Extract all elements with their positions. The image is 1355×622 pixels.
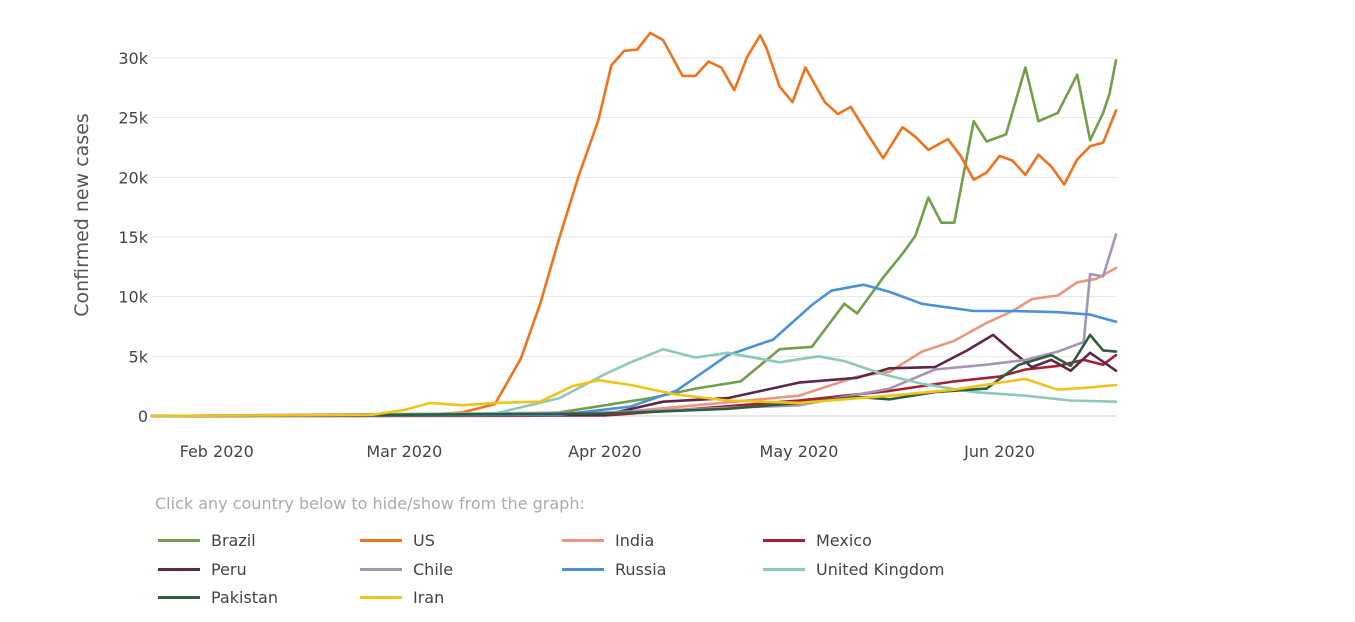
x-tick-label: Apr 2020 [568,442,641,461]
legend-item-chile[interactable]: Chile [360,558,453,580]
legend-label: Peru [211,559,247,579]
legend-item-iran[interactable]: Iran [360,586,444,608]
legend-label: Brazil [211,530,256,550]
y-tick-label: 5k [129,347,149,366]
x-tick-label: Mar 2020 [366,442,442,461]
y-tick-label: 10k [118,288,148,307]
legend-item-mexico[interactable]: Mexico [763,529,872,551]
series-line-us [150,31,1118,418]
legend-label: US [413,530,435,550]
legend-item-russia[interactable]: Russia [562,558,666,580]
legend-hint: Click any country below to hide/show fro… [155,494,585,513]
y-tick-label: 15k [118,228,148,247]
series-line-india [150,266,1118,418]
x-tick-label: Jun 2020 [963,442,1035,461]
series-line-peru [150,333,1118,418]
legend-swatch [158,567,200,571]
legend-label: India [615,530,655,550]
legend-swatch [562,538,604,542]
legend-item-brazil[interactable]: Brazil [158,529,256,551]
series-line-iran [150,377,1118,418]
legend-item-united-kingdom[interactable]: United Kingdom [763,558,944,580]
legend-swatch [763,538,805,542]
legend-swatch [158,595,200,599]
legend-swatch [360,567,402,571]
legend-item-india[interactable]: India [562,529,654,551]
x-axis-ticks: Feb 2020 Mar 2020 Apr 2020 May 2020 Jun 2020 [180,442,1035,461]
y-tick-label: 30k [118,49,148,68]
series-lines [150,31,1118,418]
legend-swatch [360,595,402,599]
x-tick-label: May 2020 [760,442,839,461]
series-line-brazil [150,59,1118,418]
legend-label: Iran [413,587,445,607]
legend-swatch [562,567,604,571]
series-line-pakistan [150,333,1118,418]
y-tick-label: 20k [118,168,148,187]
legend-swatch [763,567,805,571]
gridlines [152,57,1116,417]
legend-item-us[interactable]: US [360,529,435,551]
y-axis-title: Confirmed new cases [71,113,93,317]
legend-item-peru[interactable]: Peru [158,558,247,580]
legend-swatch [360,538,402,542]
x-tick-label: Feb 2020 [180,442,254,461]
legend-label: Chile [413,559,454,579]
legend-label: Russia [615,559,667,579]
y-tick-label: 0 [138,407,148,426]
legend-label: Pakistan [211,587,278,607]
legend-item-pakistan[interactable]: Pakistan [158,586,278,608]
legend-swatch [158,538,200,542]
y-tick-label: 25k [118,109,148,128]
legend-label: United Kingdom [816,559,945,579]
y-axis-ticks: 0 5k 10k 15k 20k 25k 30k [118,49,148,426]
line-chart: 0 5k 10k 15k 20k 25k 30k Feb 2020 Mar 2020 Apr 2… [71,31,1118,461]
legend-label: Mexico [816,530,872,550]
series-line-russia [150,283,1118,418]
